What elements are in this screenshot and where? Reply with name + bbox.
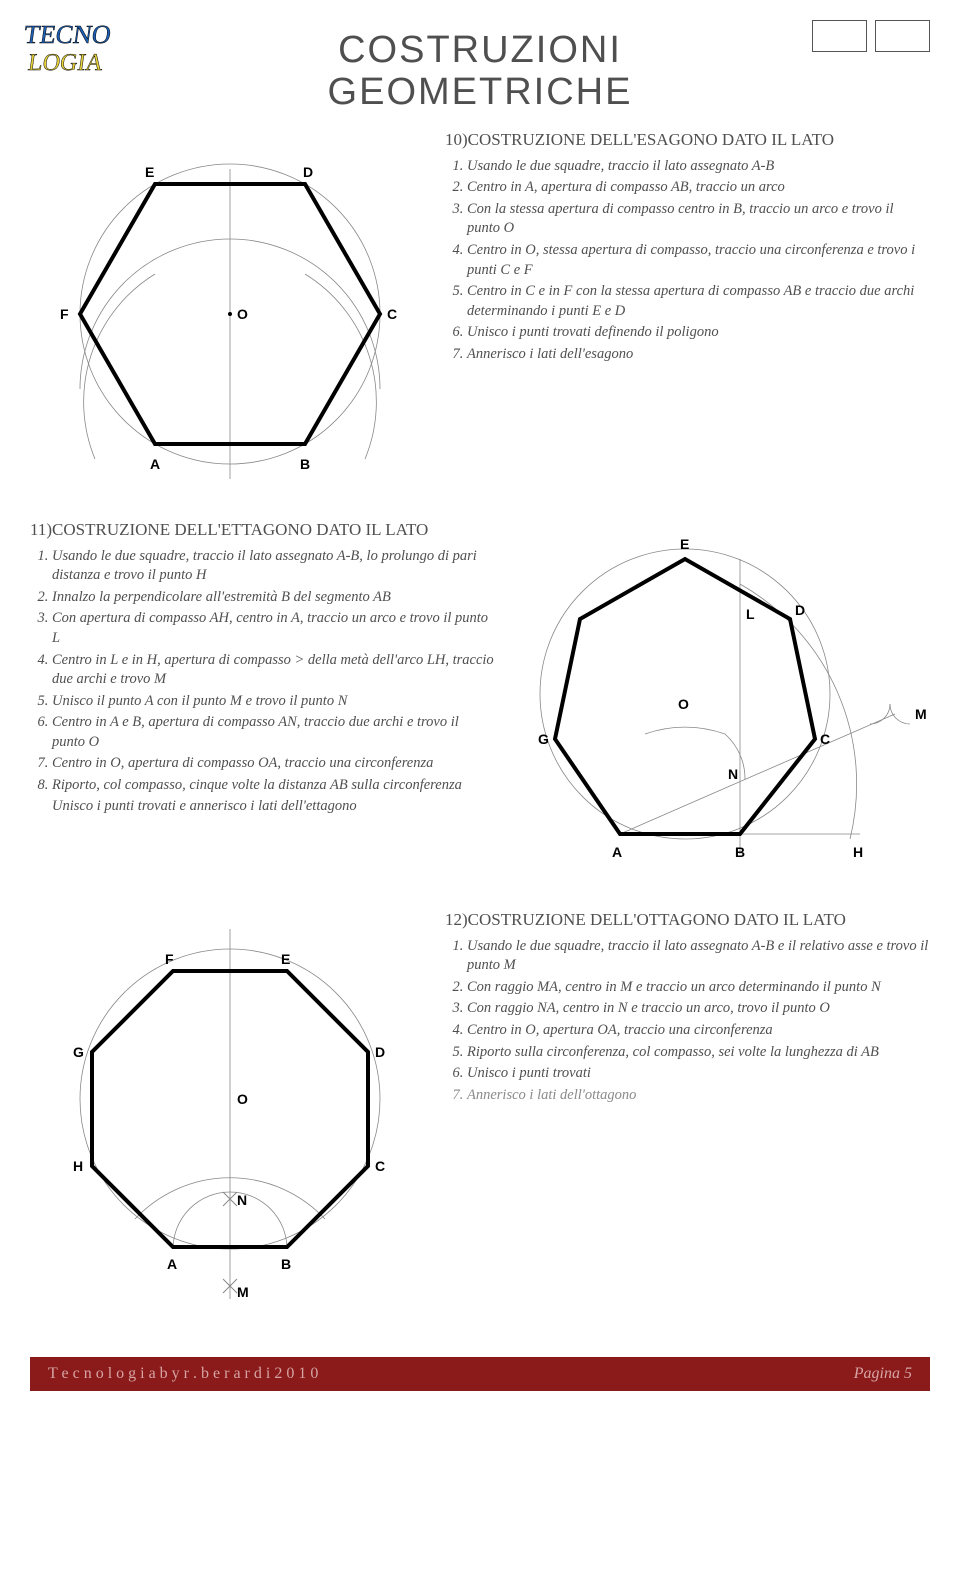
- step: Centro in A e B, apertura di compasso AN…: [52, 713, 495, 752]
- svg-text:E: E: [145, 164, 154, 180]
- svg-text:F: F: [60, 306, 69, 322]
- hexagon-steps: Usando le due squadre, traccio il lato a…: [445, 157, 930, 365]
- header-boxes: [812, 20, 930, 52]
- svg-text:C: C: [375, 1158, 385, 1174]
- step: Centro in L e in H, apertura di compasso…: [52, 651, 495, 690]
- svg-text:A: A: [167, 1256, 177, 1272]
- footer-left: T e c n o l o g i a b y r . b e r a r d …: [48, 1365, 318, 1383]
- svg-text:O: O: [237, 1091, 248, 1107]
- svg-text:G: G: [73, 1044, 84, 1060]
- step: Usando le due squadre, traccio il lato a…: [467, 937, 930, 976]
- header-box: [875, 20, 930, 52]
- step: Usando le due squadre, traccio il lato a…: [467, 157, 930, 177]
- footer-right: Pagina 5: [854, 1365, 912, 1382]
- step: Centro in O, stessa apertura di compasso…: [467, 241, 930, 280]
- svg-text:D: D: [375, 1044, 385, 1060]
- svg-text:B: B: [300, 456, 310, 472]
- step: Annerisco i lati dell'ottagono: [467, 1086, 930, 1106]
- heptagon-tail: Unisco i punti trovati e annerisco i lat…: [30, 797, 495, 817]
- page-footer: T e c n o l o g i a b y r . b e r a r d …: [30, 1357, 930, 1391]
- step: Unisco i punti trovati definendo il poli…: [467, 323, 930, 343]
- hexagon-figure: A B C D E F O: [30, 129, 430, 499]
- hexagon-heading: 10)COSTRUZIONE DELL'ESAGONO DATO IL LATO: [445, 129, 930, 151]
- svg-text:TECNO: TECNO: [25, 20, 113, 49]
- octagon-steps: Usando le due squadre, traccio il lato a…: [445, 937, 930, 1106]
- svg-text:H: H: [73, 1158, 83, 1174]
- svg-text:D: D: [303, 164, 313, 180]
- svg-text:N: N: [237, 1192, 247, 1208]
- svg-text:B: B: [281, 1256, 291, 1272]
- svg-text:O: O: [678, 696, 689, 712]
- row-octagon: A B C D E F G H O N M 12)COSTRUZIONE DEL…: [30, 909, 930, 1309]
- step: Centro in A, apertura di compasso AB, tr…: [467, 178, 930, 198]
- step: Con apertura di compasso AH, centro in A…: [52, 609, 495, 648]
- step: Con raggio MA, centro in M e traccio un …: [467, 978, 930, 998]
- heptagon-steps: Usando le due squadre, traccio il lato a…: [30, 547, 495, 796]
- svg-text:C: C: [820, 731, 830, 747]
- heptagon-heading: 11)COSTRUZIONE DELL'ETTAGONO DATO IL LAT…: [30, 519, 495, 541]
- svg-text:C: C: [387, 306, 397, 322]
- octagon-heading: 12)COSTRUZIONE DELL'OTTAGONO DATO IL LAT…: [445, 909, 930, 931]
- svg-text:O: O: [237, 306, 248, 322]
- svg-text:A: A: [150, 456, 160, 472]
- svg-text:LOGIA: LOGIA: [26, 50, 105, 76]
- svg-text:B: B: [735, 844, 745, 860]
- row-hexagon: A B C D E F O 10)COSTRUZIONE DELL'ESAGON…: [30, 129, 930, 499]
- step: Riporto, col compasso, cinque volte la d…: [52, 776, 495, 796]
- octagon-text: 12)COSTRUZIONE DELL'OTTAGONO DATO IL LAT…: [445, 909, 930, 1108]
- heptagon-figure: A B H C D E O N L M G: [510, 519, 940, 889]
- step: Unisco i punti trovati: [467, 1064, 930, 1084]
- svg-text:G: G: [538, 731, 549, 747]
- row-heptagon: 11)COSTRUZIONE DELL'ETTAGONO DATO IL LAT…: [30, 519, 930, 889]
- svg-text:F: F: [165, 951, 174, 967]
- step: Innalzo la perpendicolare all'estremità …: [52, 588, 495, 608]
- heptagon-text: 11)COSTRUZIONE DELL'ETTAGONO DATO IL LAT…: [30, 519, 495, 817]
- step: Centro in C e in F con la stessa apertur…: [467, 282, 930, 321]
- step: Centro in O, apertura di compasso OA, tr…: [52, 754, 495, 774]
- svg-text:N: N: [728, 766, 738, 782]
- svg-text:L: L: [746, 606, 755, 622]
- svg-text:A: A: [612, 844, 622, 860]
- step: Annerisco i lati dell'esagono: [467, 345, 930, 365]
- page-title: COSTRUZIONI GEOMETRICHE: [30, 30, 930, 114]
- svg-text:E: E: [680, 536, 689, 552]
- step: Riporto sulla circonferenza, col compass…: [467, 1043, 930, 1063]
- svg-text:M: M: [915, 706, 927, 722]
- title-line-1: COSTRUZIONI: [30, 30, 930, 72]
- step: Usando le due squadre, traccio il lato a…: [52, 547, 495, 586]
- svg-text:E: E: [281, 951, 290, 967]
- octagon-figure: A B C D E F G H O N M: [30, 909, 430, 1309]
- step: Con raggio NA, centro in N e traccio un …: [467, 999, 930, 1019]
- logo: TECNO LOGIA: [25, 15, 125, 85]
- svg-text:M: M: [237, 1284, 249, 1300]
- svg-text:D: D: [795, 602, 805, 618]
- title-line-2: GEOMETRICHE: [30, 72, 930, 114]
- svg-text:H: H: [853, 844, 863, 860]
- header-box: [812, 20, 867, 52]
- step: Unisco il punto A con il punto M e trovo…: [52, 692, 495, 712]
- hexagon-text: 10)COSTRUZIONE DELL'ESAGONO DATO IL LATO…: [445, 129, 930, 367]
- step: Con la stessa apertura di compasso centr…: [467, 200, 930, 239]
- step: Centro in O, apertura OA, traccio una ci…: [467, 1021, 930, 1041]
